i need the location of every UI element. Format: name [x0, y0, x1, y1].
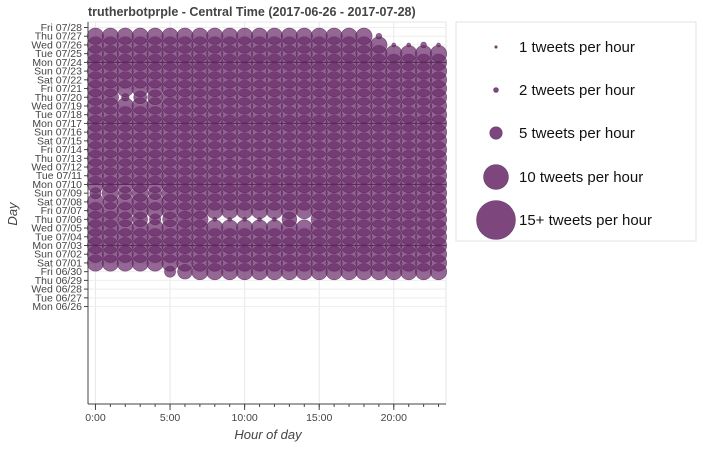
tweet-dot — [340, 27, 358, 45]
tweet-dot — [221, 219, 239, 237]
y-tick-label: Fri 07/07 — [41, 205, 83, 217]
legend-marker — [493, 87, 499, 93]
y-tick-label: Thu 07/13 — [35, 153, 82, 165]
x-tick-label: 20:00 — [381, 412, 407, 424]
tweet-dot — [161, 27, 179, 45]
y-tick-label: Wed 06/28 — [31, 284, 82, 296]
y-tick-label: Sat 07/22 — [37, 74, 82, 86]
y-tick-label: Mon 07/03 — [32, 240, 82, 252]
y-tick-label: Sat 07/08 — [37, 196, 82, 208]
y-tick-label: Sat 07/15 — [37, 135, 82, 147]
y-tick-label: Mon 07/17 — [32, 118, 82, 130]
legend: 1 tweets per hour 2 tweets per hour 5 twee… — [455, 21, 697, 242]
tweet-dot — [221, 27, 239, 45]
y-tick-label: Sun 07/23 — [34, 66, 82, 78]
y-tick-label: Thu 07/27 — [35, 31, 82, 43]
tweet-dot — [436, 42, 441, 48]
y-tick-label: Fri 07/21 — [41, 83, 83, 95]
tweet-dot — [325, 27, 343, 45]
tweet-dot — [420, 41, 427, 49]
y-tick-label: Wed 07/12 — [31, 162, 82, 174]
y-tick-label: Sun 07/09 — [34, 188, 82, 200]
legend-label: 1 tweets per hour — [519, 39, 635, 56]
tweet-dot — [400, 45, 418, 63]
x-tick-label: 15:00 — [306, 412, 332, 424]
tweet-dot — [295, 27, 313, 45]
y-tick-label: Fri 07/28 — [41, 22, 83, 34]
y-tick-label: Thu 06/29 — [35, 275, 82, 287]
tweet-dots — [86, 27, 448, 281]
tweet-dot — [375, 33, 383, 40]
y-axis-title: Day — [5, 201, 20, 226]
y-tick-label: Tue 07/11 — [36, 170, 82, 182]
y-tick-label: Tue 06/27 — [35, 292, 82, 304]
tweet-dot — [355, 27, 373, 45]
tweet-dot — [295, 219, 313, 237]
x-tick-label: 0:00 — [85, 412, 106, 424]
tweet-dot — [310, 27, 328, 45]
y-tick-label: Mon 06/26 — [32, 301, 82, 313]
tweet-dot — [101, 27, 119, 45]
y-tick-label: Sat 07/01 — [37, 257, 82, 269]
y-tick-label: Tue 07/04 — [35, 231, 82, 243]
legend-marker — [483, 164, 509, 190]
legend-label: 2 tweets per hour — [519, 82, 635, 99]
y-tick-label: Sun 07/16 — [34, 127, 82, 139]
tweet-dot — [146, 27, 164, 45]
tweet-dot — [265, 27, 283, 45]
y-tick-label: Wed 07/05 — [31, 223, 82, 235]
legend-label: 5 tweets per hour — [519, 125, 635, 142]
y-tick-label: Tue 07/25 — [35, 48, 82, 60]
tweet-dot — [406, 42, 412, 48]
x-axis: 0:00 5:00 10:00 15:00 20:00 — [85, 403, 446, 424]
y-tick-label: Mon 07/24 — [32, 57, 82, 69]
tweet-dot — [251, 27, 269, 45]
y-tick-label: Sun 07/02 — [34, 249, 82, 261]
y-tick-label: Tue 07/18 — [35, 109, 82, 121]
tweet-dot — [430, 45, 448, 63]
x-axis-title: Hour of day — [234, 427, 303, 442]
x-tick-label: 10:00 — [231, 412, 257, 424]
legend-label: 10 tweets per hour — [519, 169, 643, 186]
legend-marker — [476, 200, 516, 240]
tweet-dot — [265, 219, 283, 237]
y-tick-label: Wed 07/26 — [31, 39, 82, 51]
tweet-dot — [391, 42, 397, 48]
legend-marker — [489, 126, 503, 140]
tweet-dot — [86, 27, 104, 45]
tweet-dot — [131, 27, 149, 45]
tweet-dot — [206, 27, 224, 45]
tweet-dot — [206, 219, 224, 237]
y-tick-label: Fri 07/14 — [41, 144, 83, 156]
tweet-dot — [191, 27, 209, 45]
y-tick-label: Thu 07/06 — [35, 214, 82, 226]
legend-marker — [494, 45, 498, 49]
y-tick-label: Fri 06/30 — [41, 266, 83, 278]
y-tick-label: Mon 07/10 — [32, 179, 82, 191]
legend-label: 15+ tweets per hour — [519, 212, 652, 229]
y-tick-label: Wed 07/19 — [31, 100, 82, 112]
tweet-dot — [251, 219, 269, 237]
tweet-dot — [236, 219, 254, 237]
tweet-dot — [116, 27, 134, 45]
tweet-dot — [385, 45, 403, 63]
x-tick-label: 5:00 — [160, 412, 181, 424]
tweet-dot — [176, 27, 194, 45]
tweet-dot — [280, 27, 298, 45]
tweet-dot — [236, 27, 254, 45]
chart-title: trutherbotprple - Central Time (2017-06-… — [88, 5, 416, 19]
y-tick-label: Thu 07/20 — [35, 92, 82, 104]
